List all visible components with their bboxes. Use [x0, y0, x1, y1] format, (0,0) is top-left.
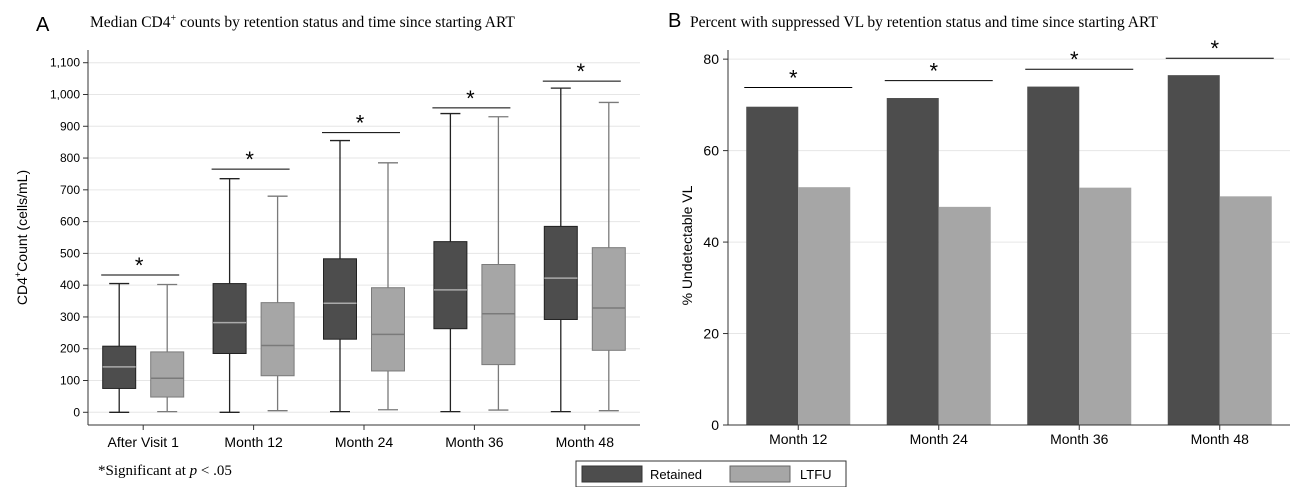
significance-star: *	[577, 59, 586, 84]
chart-b-xtick-label: Month 12	[769, 431, 828, 447]
chart-a-xtick-label: Month 48	[556, 434, 615, 450]
chart-a-ytick-label: 500	[60, 246, 80, 260]
significance-star: *	[1070, 47, 1079, 72]
significance-star: *	[789, 66, 798, 91]
bar-ltfu	[1219, 196, 1272, 425]
chart-b-axes: 0 20 40 60 80 Month 12 Month 24 Month 36 Month 4…	[703, 50, 1290, 447]
chart-a-ytick-label: 800	[60, 151, 80, 165]
legend-label-retained: Retained	[650, 467, 702, 482]
bar-retained	[746, 106, 799, 426]
legend-swatch-retained	[581, 465, 643, 483]
chart-a-ytick-label: 100	[60, 374, 80, 388]
chart-a-boxes	[102, 87, 626, 413]
chart-a-ytick-label: 1,000	[50, 87, 80, 101]
chart-b-xtick-label: Month 24	[910, 431, 969, 447]
chart-b-bar: 0 20 40 60 80 Month 12 Month 24 Month 36 Month 4…	[679, 36, 1290, 447]
box-ltfu	[150, 351, 185, 398]
chart-b-significance: * * * *	[744, 36, 1274, 91]
significance-star: *	[929, 59, 938, 84]
significance-star: *	[245, 147, 254, 172]
box-retained	[543, 225, 578, 320]
significance-star: *	[135, 253, 144, 278]
panel-a-title: Median CD4+ counts by retention status a…	[90, 13, 515, 31]
chart-b-bars	[746, 75, 1272, 426]
chart-a-ytick-label: 700	[60, 183, 80, 197]
panel-a-letter: A	[36, 14, 50, 36]
chart-a-ytick-label: 0	[73, 405, 80, 419]
chart-a-ytick-label: 600	[60, 215, 80, 229]
box-ltfu	[591, 247, 626, 351]
bar-retained	[1167, 75, 1220, 425]
chart-a-xtick-label: Month 24	[335, 434, 394, 450]
significance-star: *	[356, 111, 365, 136]
chart-a-xtick-label: Month 12	[224, 434, 283, 450]
chart-a-ytick-label: 1,100	[50, 56, 80, 70]
chart-a-ytick-label: 300	[60, 310, 80, 324]
legend: Retained LTFU	[575, 460, 847, 487]
bar-retained	[886, 98, 939, 425]
chart-a-ytick-label: 400	[60, 278, 80, 292]
chart-a-xtick-label: Month 36	[445, 434, 504, 450]
bar-ltfu	[1079, 187, 1132, 425]
chart-b-ylabel: % Undetectable VL	[679, 185, 695, 305]
box-ltfu	[371, 287, 405, 372]
footnote: *Significant at p < .05	[98, 463, 232, 479]
chart-b-xtick-label: Month 48	[1191, 431, 1250, 447]
box-retained	[323, 258, 357, 340]
panel-b-title: Percent with suppressed VL by retention …	[690, 14, 1158, 31]
box-retained	[212, 283, 247, 354]
chart-a-ytick-label: 200	[60, 342, 80, 356]
box-ltfu	[481, 264, 516, 366]
bar-retained	[1027, 86, 1080, 426]
bar-ltfu	[798, 187, 851, 425]
significance-star: *	[1210, 36, 1219, 61]
chart-a-ylabel: CD4+Count (cells/mL)	[13, 170, 30, 305]
chart-b-xtick-label: Month 36	[1050, 431, 1109, 447]
chart-b-ytick-label: 60	[703, 143, 719, 159]
chart-a-boxplot: 0 100 200 300 400 500 600 700 800 900 1,000 1,100 Af…	[13, 50, 640, 450]
legend-swatch-ltfu	[729, 465, 791, 483]
significance-star: *	[466, 86, 475, 111]
chart-a-axes: 0 100 200 300 400 500 600 700 800 900 1,000 1,100 Af…	[50, 50, 640, 450]
chart-a-xtick-label: After Visit 1	[108, 434, 180, 450]
chart-b-ytick-label: 80	[703, 51, 719, 67]
chart-b-ytick-label: 0	[711, 417, 719, 433]
chart-b-ytick-label: 20	[703, 326, 719, 342]
chart-a-ytick-label: 900	[60, 119, 80, 133]
chart-a-significance: * * * * *	[101, 59, 621, 278]
box-retained	[433, 241, 468, 330]
box-ltfu	[260, 302, 295, 377]
chart-b-ytick-label: 40	[703, 234, 719, 250]
panel-b-letter: B	[668, 10, 681, 32]
legend-label-ltfu: LTFU	[800, 467, 832, 482]
bar-ltfu	[938, 206, 991, 425]
